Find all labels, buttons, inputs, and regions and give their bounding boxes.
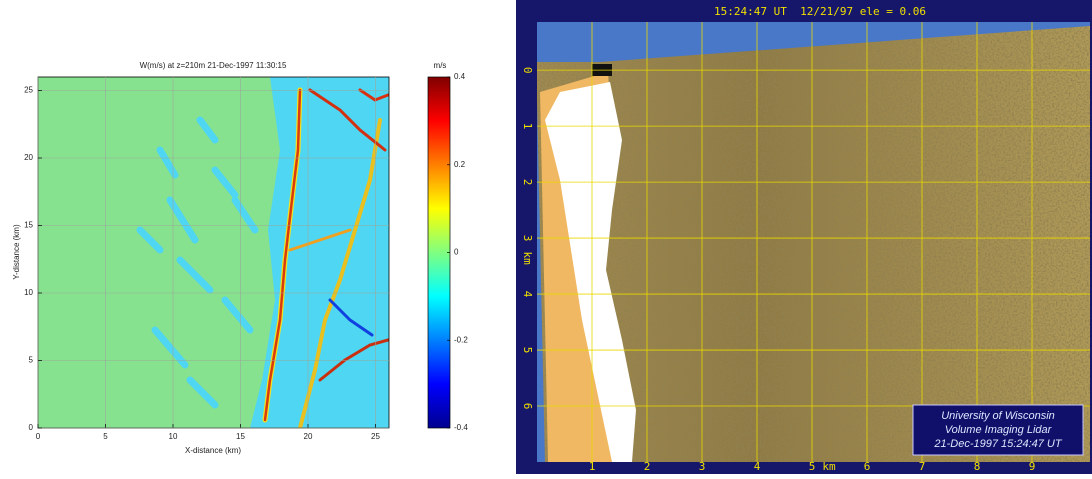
y-tick-label: 0 <box>29 423 34 432</box>
y-tick-label: 1 <box>521 123 534 130</box>
x-tick-label: 10 <box>169 432 178 441</box>
y-axis-label: Y-distance (km) <box>12 224 21 280</box>
x-tick-label: 20 <box>304 432 313 441</box>
y-tick-label: 4 <box>521 291 534 298</box>
x-tick-label: 4 <box>754 460 761 473</box>
field-pattern <box>38 77 389 428</box>
y-tick-label: 2 <box>521 179 534 186</box>
caption-line: 21-Dec-1997 15:24:47 UT <box>933 438 1062 450</box>
caption-line: University of Wisconsin <box>941 410 1055 422</box>
lidar-image <box>537 22 1090 462</box>
colorbar-label: m/s <box>434 61 447 70</box>
y-tick-label: 20 <box>24 153 33 162</box>
x-tick-label: 0 <box>36 432 41 441</box>
x-tick-label: 7 <box>919 460 926 473</box>
y-axis-label: km <box>521 251 534 265</box>
x-tick-label: 15 <box>236 432 245 441</box>
x-axis-label: km <box>822 460 836 473</box>
caption-line: Volume Imaging Lidar <box>945 424 1053 436</box>
y-tick-label: 0 <box>521 67 534 74</box>
colorbar-tick-label: -0.2 <box>454 335 468 344</box>
x-tick-label: 25 <box>371 432 380 441</box>
colorbar <box>427 76 451 429</box>
y-tick-label: 5 <box>29 356 34 365</box>
x-tick-label: 2 <box>644 460 651 473</box>
y-tick-label: 5 <box>521 347 534 354</box>
colorbar-tick-label: 0.4 <box>454 72 466 81</box>
y-tick-label: 15 <box>24 221 33 230</box>
caption-box <box>912 404 1084 456</box>
y-tick-label: 10 <box>24 288 33 297</box>
x-tick-label: 3 <box>699 460 706 473</box>
y-tick-label: 6 <box>521 403 534 410</box>
x-tick-label: 5 <box>103 432 108 441</box>
chart-title: W(m/s) at z=210m 21-Dec-1997 11:30:15 <box>140 61 287 70</box>
x-tick-label: 5 <box>809 460 816 473</box>
y-tick-label: 3 <box>521 235 534 242</box>
image-title: 15:24:47 UT 12/21/97 ele = 0.06 <box>714 5 926 18</box>
x-tick-label: 8 <box>974 460 981 473</box>
x-axis-label: X-distance (km) <box>185 446 241 455</box>
x-tick-label: 6 <box>864 460 871 473</box>
x-tick-label: 1 <box>589 460 596 473</box>
y-tick-label: 25 <box>24 86 33 95</box>
x-tick-label: 9 <box>1029 460 1036 473</box>
colorbar-tick-label: -0.4 <box>454 423 468 432</box>
colorbar-tick-label: 0.2 <box>454 160 466 169</box>
colorbar-tick-label: 0 <box>454 248 459 257</box>
